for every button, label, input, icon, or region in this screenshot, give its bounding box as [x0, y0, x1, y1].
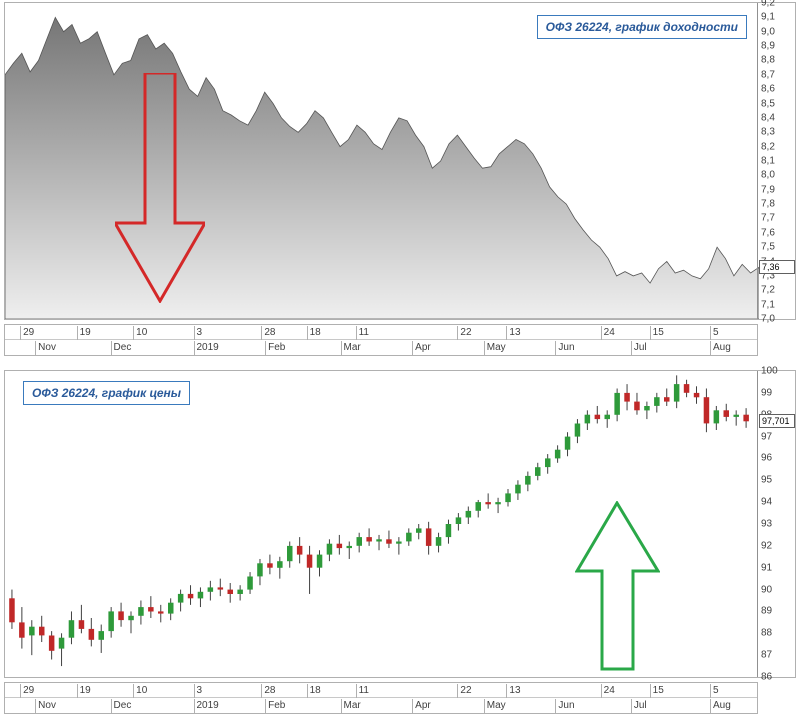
- x-day-label: 22: [457, 326, 471, 340]
- y-tick-label: 7,7: [761, 213, 775, 224]
- x-day-label: 22: [457, 684, 471, 698]
- current-value-marker: 7,36: [759, 260, 795, 274]
- x-month-label: Aug: [710, 699, 731, 714]
- x-day-label: 18: [307, 684, 321, 698]
- top-chart-title: ОФЗ 26224, график доходности: [537, 15, 747, 39]
- x-day-label: 5: [710, 684, 719, 698]
- bottom-chart-area: ОФЗ 26224, график цены: [5, 371, 757, 677]
- x-day-label: 10: [133, 684, 147, 698]
- y-tick-label: 94: [761, 497, 772, 508]
- x-month-label: May: [484, 341, 506, 356]
- x-month-label: 2019: [194, 341, 219, 356]
- y-tick-label: 8,9: [761, 41, 775, 52]
- top-y-axis: 9,2 9,1 9,0 8,9 8,8 8,7 8,6 8,5 8,4 8,3 8,2 8,1 8,0 7…: [757, 3, 795, 319]
- y-tick-label: 8,0: [761, 170, 775, 181]
- bottom-chart-title: ОФЗ 26224, график цены: [23, 381, 190, 405]
- y-tick-label: 100: [761, 366, 778, 377]
- y-tick-label: 7,1: [761, 299, 775, 310]
- x-month-label: Jun: [555, 341, 574, 356]
- x-day-label: 19: [77, 684, 91, 698]
- y-tick-label: 90: [761, 584, 772, 595]
- x-day-label: 15: [650, 684, 664, 698]
- x-month-label: 2019: [194, 699, 219, 714]
- x-day-label: 19: [77, 326, 91, 340]
- x-month-label: Jul: [631, 699, 647, 714]
- y-tick-label: 91: [761, 562, 772, 573]
- x-day-label: 18: [307, 326, 321, 340]
- y-tick-label: 88: [761, 628, 772, 639]
- x-month-label: Feb: [265, 699, 285, 714]
- x-day-label: 29: [20, 684, 34, 698]
- x-day-label: 28: [261, 684, 275, 698]
- y-tick-label: 9,0: [761, 26, 775, 37]
- x-day-label: 11: [356, 326, 369, 340]
- y-tick-label: 8,5: [761, 98, 775, 109]
- x-day-label: 29: [20, 326, 34, 340]
- y-tick-label: 8,7: [761, 69, 775, 80]
- down-arrow-icon: [115, 73, 205, 303]
- y-tick-label: 8,2: [761, 141, 775, 152]
- x-day-label: 15: [650, 326, 664, 340]
- bottom-y-axis: 100999897969594939291908988878697,701: [757, 371, 795, 677]
- x-day-label: 24: [601, 326, 615, 340]
- top-chart-panel: ОФЗ 26224, график доходности 9,2 9,1 9,0 8,…: [4, 2, 796, 320]
- y-tick-label: 87: [761, 650, 772, 661]
- y-tick-label: 7,5: [761, 242, 775, 253]
- x-day-label: 24: [601, 684, 615, 698]
- x-month-label: Apr: [412, 341, 431, 356]
- x-day-label: 3: [194, 326, 203, 340]
- x-day-label: 10: [133, 326, 147, 340]
- x-day-label: 13: [506, 684, 520, 698]
- x-day-label: 11: [356, 684, 369, 698]
- x-month-label: Apr: [412, 699, 431, 714]
- y-tick-label: 9,2: [761, 0, 775, 9]
- y-tick-label: 9,1: [761, 12, 775, 23]
- y-tick-label: 92: [761, 540, 772, 551]
- up-arrow-icon: [575, 501, 660, 671]
- x-day-label: 5: [710, 326, 719, 340]
- y-tick-label: 97: [761, 431, 772, 442]
- y-tick-label: 7,6: [761, 227, 775, 238]
- x-month-label: Dec: [111, 341, 132, 356]
- y-tick-label: 7,0: [761, 314, 775, 325]
- x-month-label: Feb: [265, 341, 285, 356]
- y-tick-label: 89: [761, 606, 772, 617]
- y-tick-label: 95: [761, 475, 772, 486]
- current-value-marker: 97,701: [759, 414, 795, 428]
- y-tick-label: 86: [761, 672, 772, 683]
- x-day-label: 28: [261, 326, 275, 340]
- x-month-label: Nov: [35, 341, 56, 356]
- y-tick-label: 7,8: [761, 199, 775, 210]
- y-tick-label: 8,3: [761, 127, 775, 138]
- y-tick-label: 93: [761, 519, 772, 530]
- x-month-label: Mar: [341, 341, 361, 356]
- y-tick-label: 8,6: [761, 84, 775, 95]
- y-tick-label: 8,1: [761, 156, 775, 167]
- y-tick-label: 8,8: [761, 55, 775, 66]
- x-month-label: Mar: [341, 699, 361, 714]
- x-month-label: Aug: [710, 341, 731, 356]
- y-tick-label: 7,9: [761, 184, 775, 195]
- x-day-label: 3: [194, 684, 203, 698]
- x-month-label: Dec: [111, 699, 132, 714]
- bottom-chart-panel: ОФЗ 26224, график цены 10099989796959493…: [4, 370, 796, 678]
- y-tick-label: 8,4: [761, 112, 775, 123]
- top-x-axis: 29 19 10 3 28 18 11 22 13 24 15 5 Nov Dec 2019 Feb Mar A…: [4, 324, 758, 356]
- y-tick-label: 96: [761, 453, 772, 464]
- top-chart-area: ОФЗ 26224, график доходности: [5, 3, 757, 319]
- y-tick-label: 7,2: [761, 285, 775, 296]
- x-month-label: Jun: [555, 699, 574, 714]
- x-month-label: May: [484, 699, 506, 714]
- x-month-label: Nov: [35, 699, 56, 714]
- bottom-x-axis: 29 19 10 3 28 18 11 22 13 24 15 5 Nov Dec 2019 Feb Mar A…: [4, 682, 758, 714]
- y-tick-label: 99: [761, 387, 772, 398]
- x-day-label: 13: [506, 326, 520, 340]
- x-month-label: Jul: [631, 341, 647, 356]
